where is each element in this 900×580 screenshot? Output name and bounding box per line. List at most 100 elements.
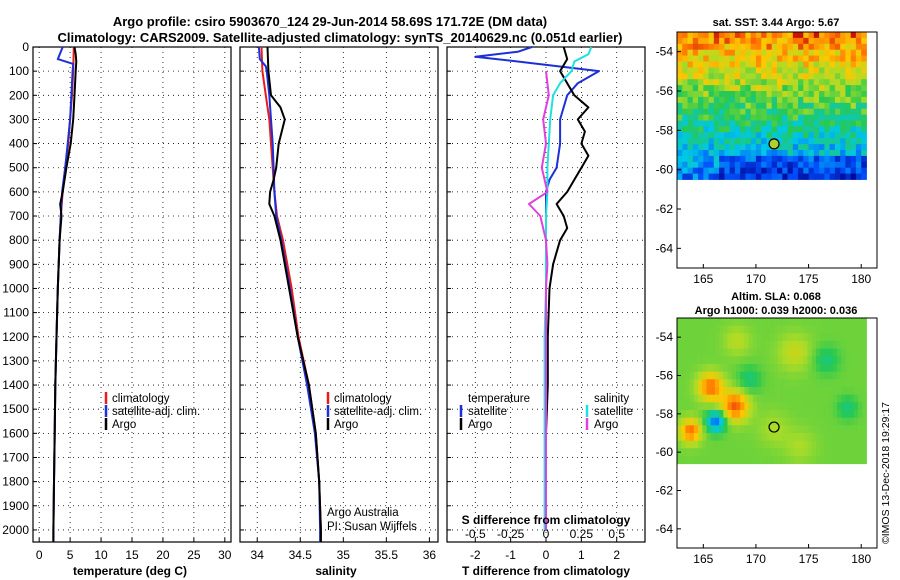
sst-cell xyxy=(692,49,699,56)
sla-cell xyxy=(723,448,728,457)
sst-cell xyxy=(850,120,857,127)
sla-cell xyxy=(710,433,716,442)
sla-cell xyxy=(752,364,758,373)
sst-cell xyxy=(703,132,709,139)
sst-cell xyxy=(761,161,767,169)
sla-cell xyxy=(778,433,783,442)
sla-cell xyxy=(828,348,834,357)
sst-cell xyxy=(698,132,704,139)
sla-cell xyxy=(786,379,792,388)
sla-cell xyxy=(752,410,758,419)
sst-cell xyxy=(840,120,846,127)
sst-cell xyxy=(745,49,752,56)
sla-cell xyxy=(702,456,707,465)
sst-cell xyxy=(840,73,846,80)
sla-cell xyxy=(790,410,796,419)
sst-cell xyxy=(808,96,815,104)
sst-cell xyxy=(750,132,757,139)
sst-cell xyxy=(698,167,704,174)
sst-cell xyxy=(698,37,704,45)
sst-cell xyxy=(829,67,836,74)
sst-cell xyxy=(855,150,862,157)
sst-cell xyxy=(766,144,773,151)
sst-cell xyxy=(834,37,841,45)
sla-cell xyxy=(735,356,741,365)
sst-cell xyxy=(808,173,815,180)
sst-cell xyxy=(687,43,694,51)
sla-cell xyxy=(845,356,850,365)
sla-cell xyxy=(740,387,745,396)
sst-cell xyxy=(708,126,715,133)
sla-cell xyxy=(815,387,821,396)
sla-cell xyxy=(702,440,707,449)
sla-cell xyxy=(799,348,804,357)
sst-cell xyxy=(719,155,725,163)
sla-cell xyxy=(837,348,842,357)
sst-cell xyxy=(819,120,825,127)
sla-cell xyxy=(765,356,770,365)
sst-cell xyxy=(682,61,688,68)
sla-cell xyxy=(727,318,733,327)
sst-cell xyxy=(713,102,720,110)
sst-cell xyxy=(787,37,794,45)
sst-cell xyxy=(850,43,857,51)
depth-tick-label: 1500 xyxy=(2,402,29,416)
sla-cell xyxy=(799,356,804,365)
sst-cell xyxy=(708,61,715,68)
sst-cell xyxy=(840,114,846,121)
sla-cell xyxy=(849,379,855,388)
sst-cell xyxy=(740,155,746,163)
sla-cell xyxy=(862,341,867,350)
sla-cell xyxy=(849,341,855,350)
sst-cell xyxy=(724,43,731,51)
sst-cell xyxy=(750,49,757,56)
sla-cell xyxy=(723,364,728,373)
sst-cell xyxy=(819,161,825,169)
sla-cell xyxy=(719,448,724,457)
sla-cell xyxy=(698,379,703,388)
x-tick-label: 35 xyxy=(337,548,351,562)
sst-cell xyxy=(708,108,715,115)
sla-cell xyxy=(832,325,838,334)
sla-cell xyxy=(773,410,779,419)
t-difference-tick-labels: -2 -1 0 1 2 xyxy=(470,548,620,562)
sla-cell xyxy=(782,448,787,457)
sst-cell xyxy=(777,155,783,163)
sst-cell xyxy=(734,155,741,163)
sst-cell xyxy=(708,132,715,139)
sla-cell xyxy=(702,371,707,380)
sst-cell xyxy=(719,73,725,80)
sst-cell xyxy=(777,55,783,62)
sla-cell xyxy=(677,325,682,334)
sla-cell xyxy=(794,387,800,396)
sla-cell xyxy=(828,371,834,380)
sla-cell xyxy=(719,325,724,334)
sla-cell xyxy=(841,348,846,357)
sla-cell xyxy=(693,333,699,342)
sst-cell xyxy=(750,79,757,86)
sst-cell xyxy=(682,37,688,45)
temperature-profiles xyxy=(52,46,78,542)
sla-cell xyxy=(693,410,699,419)
map-y-tick-label: -62 xyxy=(656,484,674,498)
sst-cell xyxy=(677,73,683,80)
sla-cell xyxy=(693,348,699,357)
sla-cell xyxy=(815,440,821,449)
sst-cell xyxy=(703,43,709,51)
map-x-tick-label: 175 xyxy=(799,272,819,286)
sla-cell xyxy=(685,333,690,342)
sst-cell xyxy=(850,138,857,145)
sst-cell xyxy=(677,49,683,56)
sst-cell xyxy=(692,37,699,45)
sst-cell xyxy=(682,120,688,127)
sla-cell xyxy=(794,325,800,334)
sst-cell xyxy=(861,132,867,139)
sst-cell xyxy=(761,37,767,45)
sla-cell xyxy=(837,341,842,350)
sst-cell xyxy=(829,161,836,169)
sla-cell xyxy=(735,318,741,327)
sst-cell xyxy=(845,43,852,51)
sst-cell xyxy=(687,32,694,39)
sst-cell xyxy=(850,126,857,133)
sla-cell xyxy=(799,325,804,334)
